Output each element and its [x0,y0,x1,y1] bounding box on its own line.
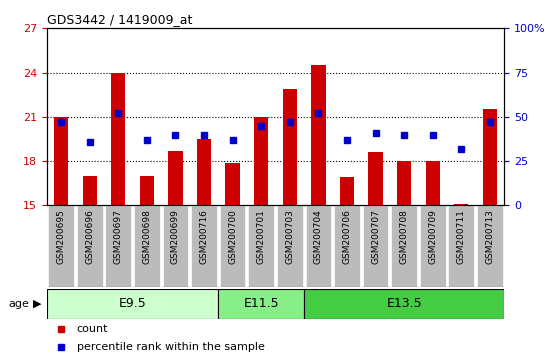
Bar [77,205,102,287]
Text: GSM200709: GSM200709 [428,209,437,264]
Bar [397,161,411,205]
Bar [83,176,97,205]
Text: count: count [77,324,108,334]
Bar [47,289,218,319]
Bar [363,205,388,287]
Text: GSM200703: GSM200703 [285,209,294,264]
Bar [369,152,383,205]
Bar [168,151,182,205]
Bar [477,205,503,287]
Text: percentile rank within the sample: percentile rank within the sample [77,342,264,352]
Text: GSM200701: GSM200701 [257,209,266,264]
Bar [483,109,497,205]
Text: GSM200697: GSM200697 [114,209,123,264]
Bar [218,289,304,319]
Bar [420,205,446,287]
Text: E9.5: E9.5 [118,297,147,310]
Bar [54,117,68,205]
Bar [334,205,360,287]
Text: GSM200713: GSM200713 [485,209,494,264]
Text: GSM200695: GSM200695 [57,209,66,264]
Text: GSM200704: GSM200704 [314,209,323,264]
Bar [249,205,274,287]
Bar [305,205,331,287]
Bar [134,205,160,287]
Bar [105,205,131,287]
Bar [191,205,217,287]
Bar [163,205,188,287]
Bar [277,205,302,287]
Bar [304,289,504,319]
Bar [111,73,126,205]
Text: GSM200696: GSM200696 [85,209,94,264]
Bar [254,117,268,205]
Text: GSM200700: GSM200700 [228,209,237,264]
Bar [391,205,417,287]
Bar [140,176,154,205]
Text: GSM200708: GSM200708 [399,209,409,264]
Bar [220,205,246,287]
Text: ▶: ▶ [33,298,41,309]
Text: GSM200698: GSM200698 [142,209,152,264]
Bar [449,205,474,287]
Text: GDS3442 / 1419009_at: GDS3442 / 1419009_at [47,13,192,26]
Bar [425,161,440,205]
Bar [225,162,240,205]
Text: GSM200699: GSM200699 [171,209,180,264]
Text: GSM200711: GSM200711 [457,209,466,264]
Bar [340,177,354,205]
Bar [454,204,468,205]
Bar [48,205,74,287]
Text: age: age [8,298,29,309]
Text: E13.5: E13.5 [386,297,422,310]
Bar [283,89,297,205]
Text: GSM200706: GSM200706 [343,209,352,264]
Bar [197,139,211,205]
Text: GSM200716: GSM200716 [199,209,208,264]
Bar [311,65,326,205]
Text: E11.5: E11.5 [244,297,279,310]
Text: GSM200707: GSM200707 [371,209,380,264]
